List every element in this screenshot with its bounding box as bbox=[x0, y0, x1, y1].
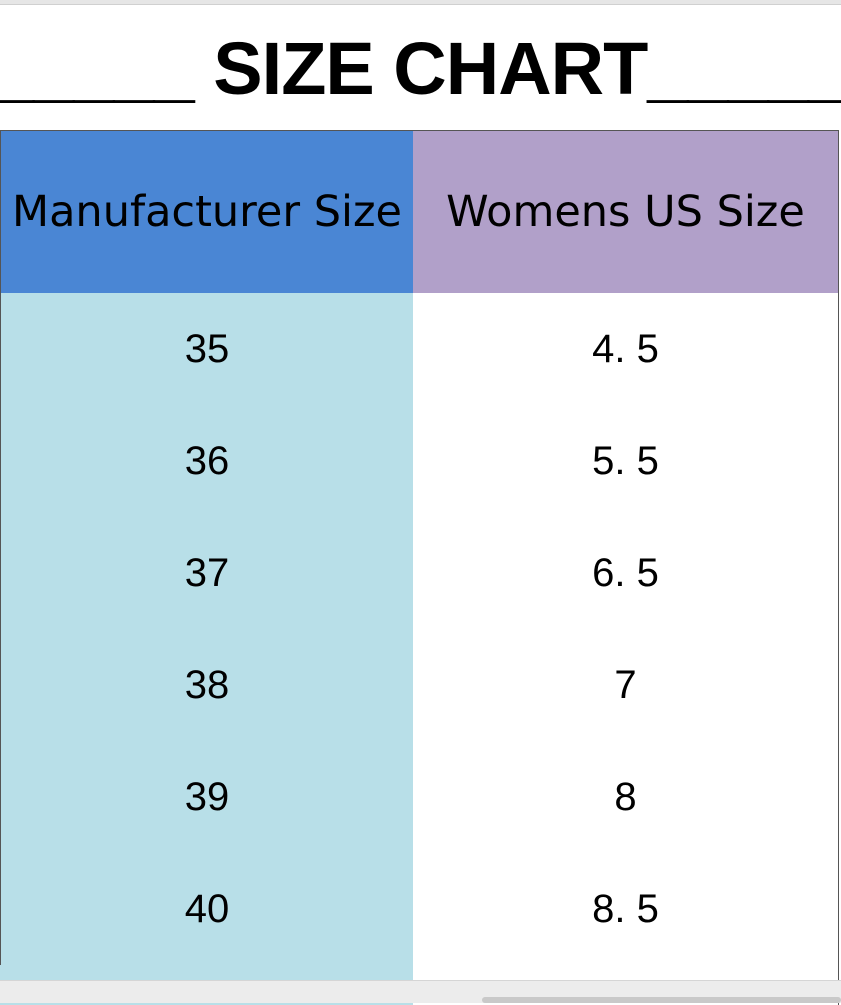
table-cell: 37 bbox=[0, 517, 414, 630]
table-cell: 7 bbox=[413, 629, 839, 742]
column-header: Womens US Size bbox=[413, 130, 839, 294]
table-cell: 40 bbox=[0, 853, 414, 966]
size-table: Manufacturer Size Womens US Size 35 4. 5 36 5… bbox=[0, 130, 839, 1005]
table-cell: 8. 5 bbox=[413, 853, 839, 966]
title: _____ SIZE CHART_____ bbox=[0, 26, 841, 110]
table-cell: 4. 5 bbox=[413, 293, 839, 406]
table-cell: 39 bbox=[0, 741, 414, 854]
table-cell: 35 bbox=[0, 293, 414, 406]
table-cell: 8 bbox=[413, 741, 839, 854]
table-cell: 6. 5 bbox=[413, 517, 839, 630]
scroll-thumb[interactable] bbox=[482, 997, 841, 1003]
table-cell: 38 bbox=[0, 629, 414, 742]
column-header: Manufacturer Size bbox=[0, 130, 414, 294]
table-cell: 36 bbox=[0, 405, 414, 518]
toolbar-strip bbox=[0, 0, 841, 5]
table-cell: 5. 5 bbox=[413, 405, 839, 518]
